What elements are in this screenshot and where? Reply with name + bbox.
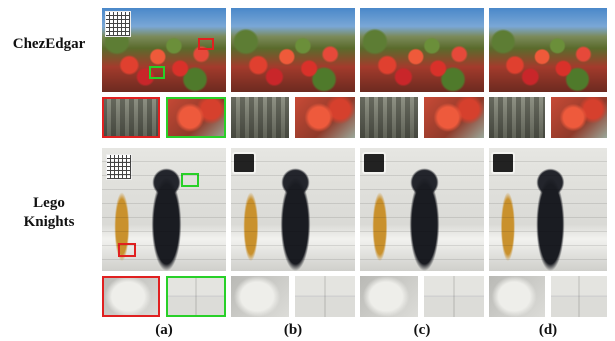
red-highlight-box <box>118 243 136 257</box>
row-label-line: Knights <box>23 214 75 230</box>
chezedgar-image-b <box>231 8 355 92</box>
lego-crop-d-1 <box>489 276 545 317</box>
angular-grid-inset <box>105 11 131 37</box>
column-label-a: (a) <box>155 322 173 338</box>
row-label-lego-knights: Lego Knights <box>6 194 92 232</box>
angular-grid-inset <box>106 154 132 180</box>
wall-hole <box>491 152 515 174</box>
lego-knights-image-a <box>102 148 226 271</box>
wall-hole <box>362 152 386 174</box>
chezedgar-crop-a-red <box>102 97 160 138</box>
lego-knights-image-b <box>231 148 355 271</box>
chezedgar-crop-c-2 <box>424 97 484 138</box>
row-label-chezedgar: ChezEdgar <box>6 35 92 54</box>
lego-crop-a-green <box>166 276 226 317</box>
green-highlight-box <box>149 66 165 79</box>
column-label-d: (d) <box>538 322 558 338</box>
lego-knights-image-d <box>489 148 607 271</box>
lego-crop-b-2 <box>295 276 355 317</box>
row-label-line: Lego <box>33 195 65 211</box>
chezedgar-crop-b-1 <box>231 97 289 138</box>
chezedgar-image-c <box>360 8 484 92</box>
chezedgar-crop-d-2 <box>551 97 607 138</box>
red-highlight-box <box>198 38 214 50</box>
lego-crop-c-2 <box>424 276 484 317</box>
chezedgar-image-a <box>102 8 226 92</box>
chezedgar-crop-c-1 <box>360 97 418 138</box>
red-crop-border <box>102 97 160 138</box>
green-crop-border <box>166 276 226 317</box>
wall-hole <box>232 152 256 174</box>
column-label-c: (c) <box>413 322 431 338</box>
red-crop-border <box>102 276 160 317</box>
chezedgar-crop-b-2 <box>295 97 355 138</box>
green-highlight-box <box>181 173 199 187</box>
lego-crop-b-1 <box>231 276 289 317</box>
lego-knights-image-c <box>360 148 484 271</box>
lego-crop-c-1 <box>360 276 418 317</box>
green-crop-border <box>166 97 226 138</box>
chezedgar-crop-a-green <box>166 97 226 138</box>
chezedgar-crop-d-1 <box>489 97 545 138</box>
lego-crop-d-2 <box>551 276 607 317</box>
row-label-line: ChezEdgar <box>12 36 86 52</box>
chezedgar-image-d <box>489 8 607 92</box>
column-label-b: (b) <box>283 322 303 338</box>
lego-crop-a-red <box>102 276 160 317</box>
